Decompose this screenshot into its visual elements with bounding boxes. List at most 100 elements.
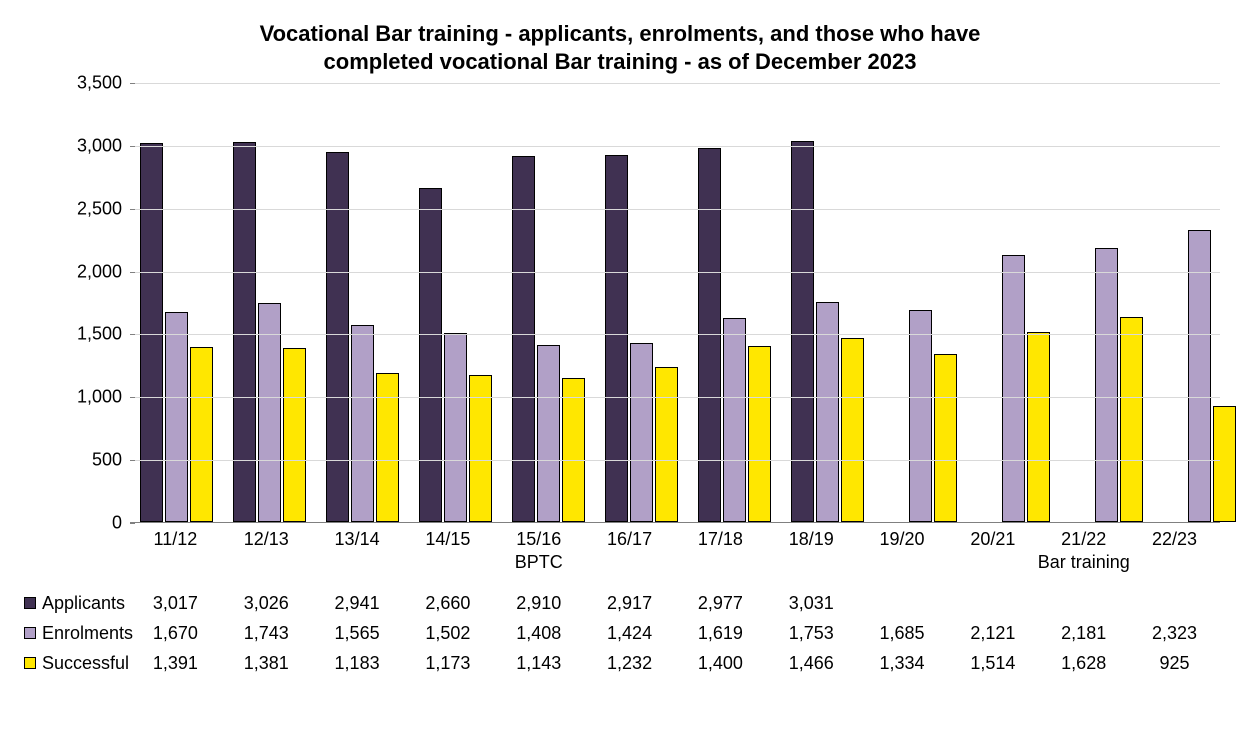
bar-group <box>502 83 595 522</box>
bar <box>140 143 163 522</box>
y-axis-tick-label: 3,500 <box>77 73 122 94</box>
chart-title-line2: completed vocational Bar training - as o… <box>324 49 917 74</box>
legend-series-name: Applicants <box>42 593 125 614</box>
bar <box>841 338 864 522</box>
bar <box>1120 317 1143 522</box>
bar <box>165 312 188 522</box>
data-table: Applicants3,0173,0262,9412,6602,9102,917… <box>20 588 1220 678</box>
y-axis-tick <box>130 460 135 461</box>
x-axis-category-label: 12/13 <box>221 523 312 550</box>
bar <box>562 378 585 522</box>
gridline <box>130 209 1220 210</box>
gridline <box>130 83 1220 84</box>
data-table-cell: 1,670 <box>130 623 221 644</box>
data-table-cell: 1,143 <box>493 653 584 674</box>
x-axis-category-label: 14/15 <box>402 523 493 550</box>
y-axis-tick <box>130 146 135 147</box>
data-table-cell: 3,017 <box>130 593 221 614</box>
bar-group <box>874 83 967 522</box>
x-axis-category-label: 17/18 <box>675 523 766 550</box>
data-table-cell: 1,334 <box>857 653 948 674</box>
bar-group <box>688 83 781 522</box>
data-table-cell: 1,628 <box>1038 653 1129 674</box>
chart-title-line1: Vocational Bar training - applicants, en… <box>260 21 981 46</box>
bar <box>1095 248 1118 522</box>
y-axis-tick-label: 2,500 <box>77 198 122 219</box>
bar <box>233 142 256 522</box>
gridline <box>130 272 1220 273</box>
data-table-row: Enrolments1,6701,7431,5651,5021,4081,424… <box>20 618 1220 648</box>
data-table-cell: 1,391 <box>130 653 221 674</box>
legend-swatch <box>24 657 36 669</box>
legend-swatch <box>24 627 36 639</box>
bar <box>512 156 535 522</box>
bar <box>190 347 213 522</box>
x-axis-labels: 11/1212/1313/1414/1515/1616/1717/1818/19… <box>130 523 1220 550</box>
bar-group <box>1153 83 1240 522</box>
secondary-axis-label: Bar training <box>1038 552 1130 573</box>
y-axis-tick <box>130 334 135 335</box>
legend-cell: Enrolments <box>20 623 130 644</box>
data-table-cell: 1,424 <box>584 623 675 644</box>
y-axis-tick-label: 0 <box>112 513 122 534</box>
bar <box>605 155 628 522</box>
data-table-cell: 2,910 <box>493 593 584 614</box>
data-table-cell <box>857 593 948 614</box>
gridline <box>130 334 1220 335</box>
data-table-cell: 3,031 <box>766 593 857 614</box>
secondary-axis-labels: BPTCBar training <box>130 552 1220 576</box>
secondary-axis-row: BPTCBar training <box>20 552 1220 576</box>
data-table-cell: 2,941 <box>312 593 403 614</box>
data-table-cell: 1,514 <box>947 653 1038 674</box>
y-axis-tick <box>130 209 135 210</box>
bar <box>419 188 442 522</box>
y-axis-tick-label: 500 <box>92 450 122 471</box>
data-table-cell <box>1129 593 1220 614</box>
data-table-cell: 1,173 <box>402 653 493 674</box>
gridline <box>130 146 1220 147</box>
data-table-cell: 2,660 <box>402 593 493 614</box>
data-table-row: Applicants3,0173,0262,9412,6602,9102,917… <box>20 588 1220 618</box>
y-axis-tick-label: 3,000 <box>77 135 122 156</box>
plot-area <box>130 83 1220 523</box>
bar-group <box>316 83 409 522</box>
legend-swatch <box>24 597 36 609</box>
data-table-cell: 1,232 <box>584 653 675 674</box>
data-table-cell: 1,381 <box>221 653 312 674</box>
y-axis-tick-label: 1,000 <box>77 387 122 408</box>
bar <box>723 318 746 522</box>
x-axis-category-label: 16/17 <box>584 523 675 550</box>
data-table-cell: 1,685 <box>857 623 948 644</box>
data-table-cell: 2,121 <box>947 623 1038 644</box>
data-table-cell: 1,408 <box>493 623 584 644</box>
bar-group <box>595 83 688 522</box>
data-table-cell: 1,466 <box>766 653 857 674</box>
x-axis-category-label: 18/19 <box>766 523 857 550</box>
data-table-cell: 1,743 <box>221 623 312 644</box>
plot-wrapper: 05001,0001,5002,0002,5003,0003,500 <box>20 83 1220 523</box>
bar <box>1188 230 1211 522</box>
data-table-cell: 3,026 <box>221 593 312 614</box>
data-table-values: 1,6701,7431,5651,5021,4081,4241,6191,753… <box>130 623 1220 644</box>
bar <box>444 333 467 522</box>
bar <box>630 343 653 522</box>
data-table-values: 3,0173,0262,9412,6602,9102,9172,9773,031 <box>130 593 1220 614</box>
y-axis-tick <box>130 272 135 273</box>
bar-group <box>409 83 502 522</box>
data-table-cell: 1,400 <box>675 653 766 674</box>
bar-group <box>781 83 874 522</box>
x-axis-category-label: 15/16 <box>493 523 584 550</box>
bar <box>258 303 281 522</box>
data-table-row: Successful1,3911,3811,1831,1731,1431,232… <box>20 648 1220 678</box>
x-axis-category-label: 22/23 <box>1129 523 1220 550</box>
chart-container: Vocational Bar training - applicants, en… <box>0 0 1240 738</box>
data-table-cell: 2,917 <box>584 593 675 614</box>
data-table-cell <box>1038 593 1129 614</box>
y-axis-tick-label: 1,500 <box>77 324 122 345</box>
bar-group <box>223 83 316 522</box>
data-table-cell: 1,183 <box>312 653 403 674</box>
bar <box>1027 332 1050 522</box>
data-table-cell: 1,619 <box>675 623 766 644</box>
x-axis-category-label: 20/21 <box>947 523 1038 550</box>
bar <box>909 310 932 522</box>
